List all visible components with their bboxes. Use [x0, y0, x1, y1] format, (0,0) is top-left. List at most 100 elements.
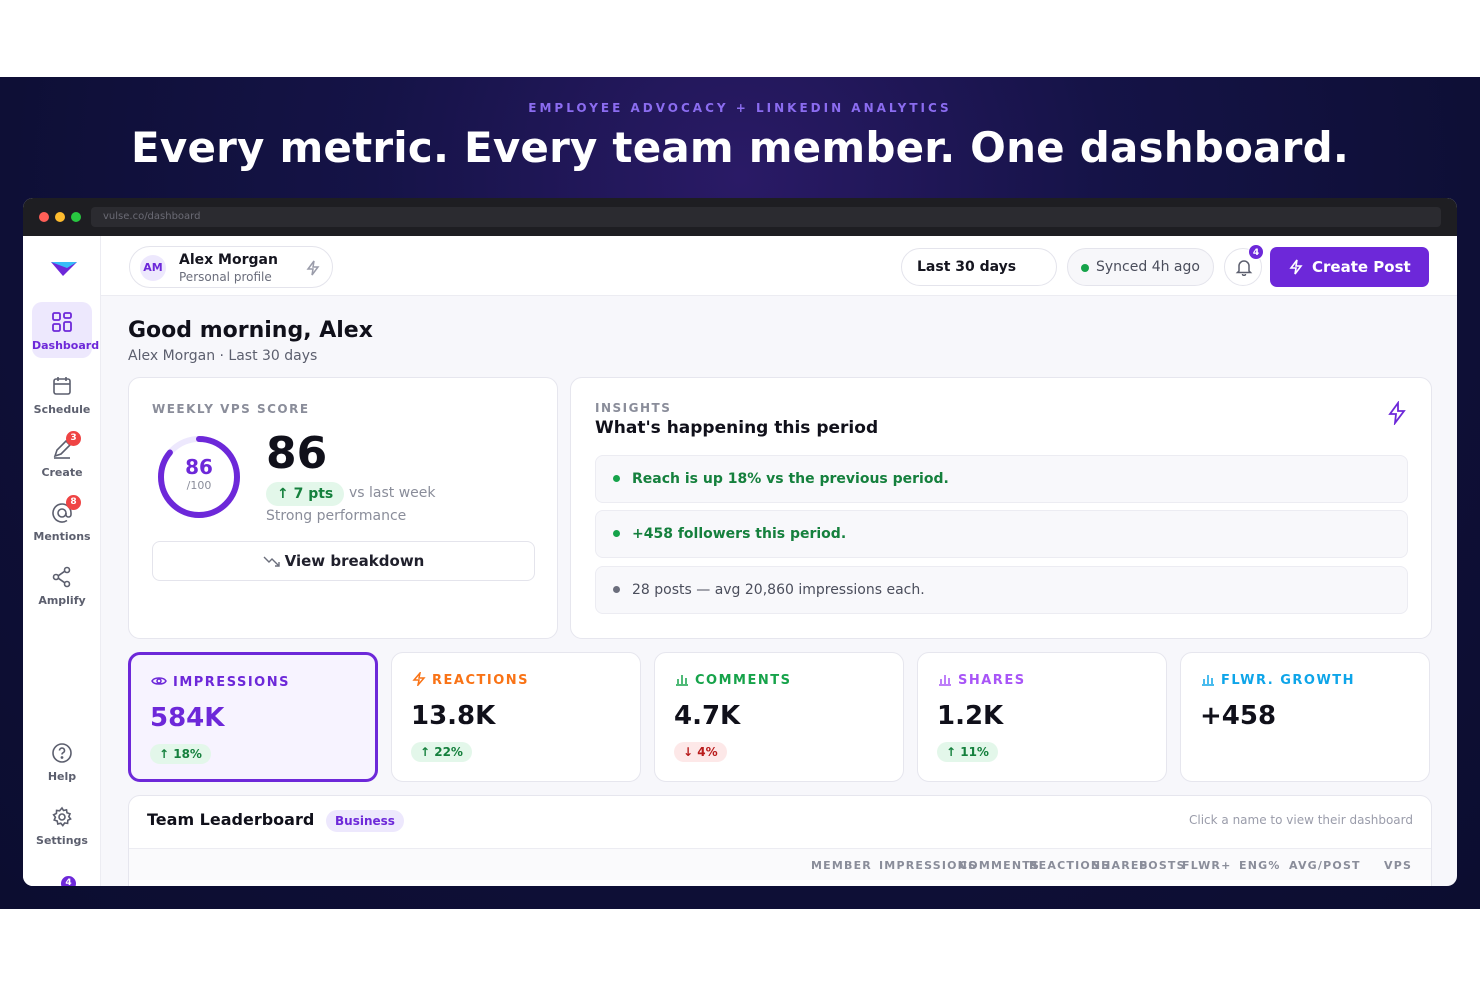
sidebar-item-label: Create: [41, 466, 83, 479]
metric-label: REACTIONS: [432, 673, 529, 688]
column-header-engagement[interactable]: ENG%: [1239, 859, 1281, 872]
column-header-avg-post[interactable]: AVG/POST: [1289, 859, 1361, 872]
column-header-posts[interactable]: POSTS: [1139, 859, 1186, 872]
vps-delta-note: vs last week: [349, 485, 436, 501]
profile-switcher[interactable]: AM Alex Morgan Personal profile: [129, 246, 333, 288]
avatar: AM: [140, 255, 166, 281]
sidebar-item-settings[interactable]: Settings: [32, 797, 92, 853]
bolt-icon: [1289, 259, 1303, 275]
eye-icon: [151, 677, 167, 685]
leaderboard-title: Team Leaderboard: [147, 810, 315, 829]
metric-label: SHARES: [958, 673, 1026, 688]
bar-chart-icon: [939, 675, 951, 686]
bar-chart-icon: [1202, 675, 1214, 686]
metric-value: 584K: [150, 703, 225, 733]
bolt-icon: [306, 260, 320, 276]
insights-card: INSIGHTS What's happening this period Re…: [570, 377, 1432, 639]
sidebar-item-dashboard[interactable]: Dashboard: [32, 302, 100, 358]
metric-card-shares[interactable]: SHARES 1.2K ↑ 11%: [917, 652, 1167, 782]
page-title: Good morning, Alex: [128, 318, 373, 343]
bolt-icon: [1388, 401, 1406, 425]
profile-name: Alex Morgan: [179, 252, 278, 268]
sidebar-more-badge[interactable]: 4: [61, 876, 76, 886]
metric-label: IMPRESSIONS: [173, 675, 290, 690]
close-dot[interactable]: [39, 212, 49, 222]
metric-caption: REACTIONS: [412, 670, 529, 688]
bell-icon: [1235, 260, 1253, 276]
insight-row: 28 posts — avg 20,860 impressions each.: [595, 566, 1408, 614]
url-bar[interactable]: vulse.co/dashboard: [91, 207, 1441, 227]
notification-count-badge: 4: [1248, 244, 1264, 260]
column-header-followers[interactable]: FLWR+: [1182, 859, 1232, 872]
metric-caption: FLWR. GROWTH: [1201, 672, 1355, 688]
create-post-button[interactable]: Create Post: [1270, 247, 1429, 287]
minimize-dot[interactable]: [55, 212, 65, 222]
metric-change-badge: ↑ 11%: [937, 742, 998, 762]
metric-caption: IMPRESSIONS: [151, 674, 290, 690]
bullet-icon: [613, 530, 620, 537]
calendar-icon: [53, 377, 71, 395]
sidebar-item-help[interactable]: Help: [32, 733, 92, 789]
sync-status: Synced 4h ago: [1067, 248, 1214, 286]
sidebar-item-schedule[interactable]: Schedule: [32, 366, 92, 422]
trend-icon: [263, 556, 280, 567]
view-breakdown-label: View breakdown: [284, 552, 425, 570]
create-post-label: Create Post: [1312, 258, 1411, 276]
vps-score-card: WEEKLY VPS SCORE 86 /100 86 ↑ 7 pts vs l…: [128, 377, 558, 639]
date-range-button[interactable]: Last 30 days: [901, 248, 1057, 286]
bullet-icon: [613, 586, 620, 593]
vps-score-value: 86: [266, 428, 328, 479]
metric-card-reactions[interactable]: REACTIONS 13.8K ↑ 22%: [391, 652, 641, 782]
metric-value: 4.7K: [674, 701, 741, 731]
sidebar-item-label: Amplify: [38, 594, 86, 607]
profile-type: Personal profile: [179, 270, 272, 284]
metric-value: 13.8K: [411, 701, 496, 731]
top-bar: AM Alex Morgan Personal profile Last 30 …: [101, 236, 1457, 296]
metric-change-badge: ↓ 4%: [674, 742, 727, 762]
insights-caption: INSIGHTS: [595, 401, 672, 415]
metric-card-comments[interactable]: COMMENTS 4.7K ↓ 4%: [654, 652, 904, 782]
insight-text: 28 posts — avg 20,860 impressions each.: [632, 582, 925, 598]
sidebar-item-label: Help: [47, 770, 77, 783]
sidebar-item-mentions[interactable]: 8 Mentions: [32, 493, 92, 549]
sidebar-item-label: Dashboard: [32, 339, 100, 352]
browser-window: vulse.co/dashboard Dashboard Sche: [23, 198, 1457, 886]
sidebar-item-create[interactable]: 3 Create: [32, 429, 92, 485]
column-header-comments[interactable]: COMMENTS: [959, 859, 1041, 872]
column-header-impressions[interactable]: IMPRESSIONS: [879, 859, 978, 872]
create-badge: 3: [66, 431, 81, 446]
column-header-vps[interactable]: VPS: [1384, 859, 1413, 872]
team-leaderboard: Team Leaderboard Business Click a name t…: [128, 795, 1432, 886]
sidebar-item-label: Settings: [36, 834, 88, 847]
column-header-reactions[interactable]: REACTIONS: [1029, 859, 1111, 872]
insights-title: What's happening this period: [595, 418, 879, 438]
insight-row: +458 followers this period.: [595, 510, 1408, 558]
sync-dot-icon: [1081, 264, 1089, 272]
maximize-dot[interactable]: [71, 212, 81, 222]
sidebar-item-label: Mentions: [33, 530, 91, 543]
gear-icon: [52, 806, 72, 827]
view-breakdown-button[interactable]: View breakdown: [152, 541, 535, 581]
metric-change-badge: ↑ 18%: [150, 744, 211, 764]
column-header-member[interactable]: MEMBER: [811, 859, 872, 872]
vps-delta-badge: ↑ 7 pts: [266, 482, 345, 506]
sidebar: Dashboard Schedule 3 Create: [23, 236, 101, 886]
metric-card-follower-growth[interactable]: FLWR. GROWTH +458: [1180, 652, 1430, 782]
logo-icon[interactable]: [49, 256, 79, 282]
hero-headline: Every metric. Every team member. One das…: [130, 123, 1349, 172]
vps-ring-value: 86: [185, 455, 213, 479]
metric-card-impressions[interactable]: IMPRESSIONS 584K ↑ 18%: [128, 652, 378, 782]
plan-badge: Business: [326, 810, 404, 832]
hero-eyebrow: EMPLOYEE ADVOCACY + LINKEDIN ANALYTICS: [528, 101, 952, 115]
sidebar-item-label: Schedule: [33, 403, 91, 416]
bolt-icon: [412, 670, 426, 688]
vps-performance-note: Strong performance: [266, 508, 407, 524]
sidebar-item-amplify[interactable]: Amplify: [32, 557, 92, 613]
bullet-icon: [613, 475, 620, 482]
browser-chrome: vulse.co/dashboard: [23, 198, 1457, 236]
insight-text: Reach is up 18% vs the previous period.: [632, 471, 949, 487]
vps-caption: WEEKLY VPS SCORE: [152, 402, 310, 416]
column-header-shares[interactable]: SHARES: [1092, 859, 1149, 872]
leaderboard-header: MEMBER IMPRESSIONS COMMENTS REACTIONS SH…: [129, 848, 1431, 880]
metric-label: COMMENTS: [695, 673, 792, 688]
